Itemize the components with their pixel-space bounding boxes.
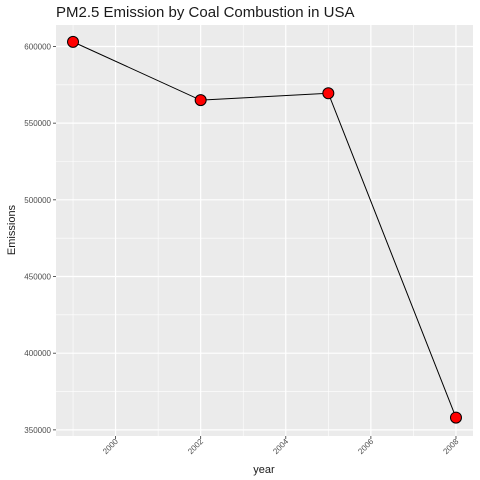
y-tick-label: 550000 xyxy=(24,119,51,128)
y-tick-label: 350000 xyxy=(24,426,51,435)
y-tick-label: 400000 xyxy=(24,349,51,358)
x-tick-label: 2006 xyxy=(356,437,375,456)
series-line xyxy=(72,41,457,418)
y-tick-label: 600000 xyxy=(24,42,51,51)
y-tick-label: 500000 xyxy=(24,196,51,205)
chart-title: PM2.5 Emission by Coal Combustion in USA xyxy=(56,4,354,21)
grid-lines xyxy=(56,25,473,436)
x-tick-label: 2004 xyxy=(271,437,290,456)
y-axis-title: Emissions xyxy=(6,204,18,255)
data-point xyxy=(194,94,207,107)
x-tick-label: 2000 xyxy=(101,437,120,456)
series-layer xyxy=(67,35,462,424)
y-tick-label: 450000 xyxy=(24,273,51,282)
plot-panel xyxy=(56,25,473,436)
data-point xyxy=(322,87,335,100)
data-point xyxy=(449,411,462,424)
x-axis-title: year xyxy=(253,464,275,476)
x-tick-label: 2002 xyxy=(186,437,205,456)
data-point xyxy=(67,35,80,48)
x-tick-label: 2008 xyxy=(441,437,460,456)
